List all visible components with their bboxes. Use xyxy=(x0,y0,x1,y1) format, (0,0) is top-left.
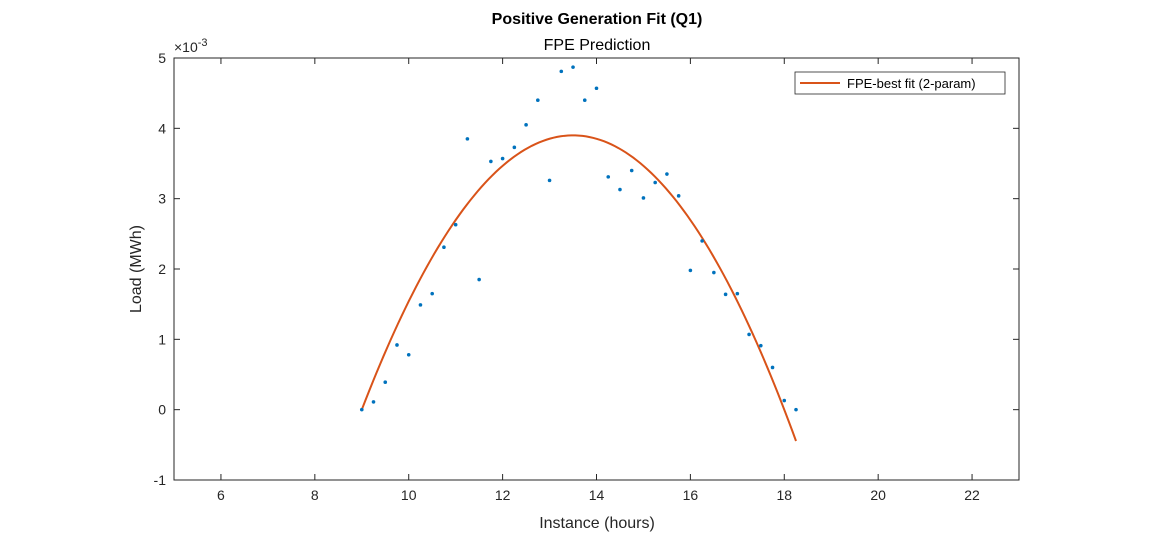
y-tick-label: 5 xyxy=(158,50,166,66)
y-tick-label: -1 xyxy=(154,472,167,488)
x-tick-label: 22 xyxy=(964,487,980,503)
data-point xyxy=(500,156,505,161)
data-point xyxy=(747,332,751,337)
legend: FPE-best fit (2-param) xyxy=(794,71,1006,95)
data-point xyxy=(359,407,364,412)
data-point xyxy=(688,268,693,273)
plot-area xyxy=(173,57,1020,481)
data-point xyxy=(594,86,599,91)
x-tick-label: 6 xyxy=(217,487,225,503)
data-point xyxy=(465,137,470,141)
data-point xyxy=(723,292,728,297)
data-point xyxy=(618,187,622,192)
y-ticks: -1 0 1 2 3 4 5 xyxy=(154,50,1019,488)
data-point xyxy=(665,172,669,176)
data-point xyxy=(676,194,681,198)
x-axis-label: Instance (hours) xyxy=(539,515,655,532)
y-tick-label: 2 xyxy=(158,261,166,277)
data-point xyxy=(582,98,587,102)
x-tick-label: 16 xyxy=(683,487,699,503)
x-tick-label: 20 xyxy=(870,487,886,503)
data-point xyxy=(383,380,388,385)
data-point xyxy=(430,291,434,296)
data-point xyxy=(770,365,775,370)
y-tick-label: 0 xyxy=(158,402,166,418)
data-point xyxy=(559,69,564,74)
y-tick-label: 3 xyxy=(158,191,166,207)
fit-line-group xyxy=(360,134,797,442)
data-point xyxy=(395,343,399,347)
x-tick-label: 10 xyxy=(401,487,417,503)
y-multiplier-exponent: -3 xyxy=(198,37,208,49)
y-tick-label: 1 xyxy=(158,331,166,347)
y-tick-label: 4 xyxy=(158,120,166,136)
data-point xyxy=(512,145,517,150)
y-multiplier-label: ×10-3 xyxy=(174,37,208,55)
axes xyxy=(173,57,1020,481)
data-point xyxy=(489,159,493,164)
data-point xyxy=(759,343,763,348)
legend-entry-label: FPE-best fit (2-param) xyxy=(847,76,976,91)
x-tick-label: 8 xyxy=(311,487,319,503)
data-point xyxy=(524,123,528,127)
data-point xyxy=(629,168,634,173)
chart-subtitle: FPE Prediction xyxy=(544,37,651,54)
data-point xyxy=(735,291,740,296)
fit-line xyxy=(360,134,797,442)
data-point xyxy=(782,398,787,403)
x-tick-label: 12 xyxy=(495,487,511,503)
data-point xyxy=(641,196,646,200)
data-point xyxy=(653,180,657,185)
data-point xyxy=(406,353,411,357)
data-point xyxy=(606,175,611,179)
data-point xyxy=(418,303,423,307)
legend-box xyxy=(794,71,1006,95)
data-point xyxy=(442,245,446,249)
data-point xyxy=(547,178,552,183)
scatter-points xyxy=(359,65,798,412)
data-point xyxy=(536,98,540,102)
data-point xyxy=(794,407,798,412)
y-axis-label: Load (MWh) xyxy=(128,225,145,313)
data-point xyxy=(700,239,704,243)
x-ticks: 6 8 10 12 14 16 18 20 22 xyxy=(217,58,980,503)
data-point xyxy=(571,65,575,69)
x-tick-label: 14 xyxy=(589,487,605,503)
x-tick-label: 18 xyxy=(776,487,792,503)
data-point xyxy=(712,270,716,275)
data-point xyxy=(453,222,458,227)
data-point xyxy=(371,400,376,404)
data-point xyxy=(477,277,481,282)
chart-title: Positive Generation Fit (Q1) xyxy=(492,11,703,28)
